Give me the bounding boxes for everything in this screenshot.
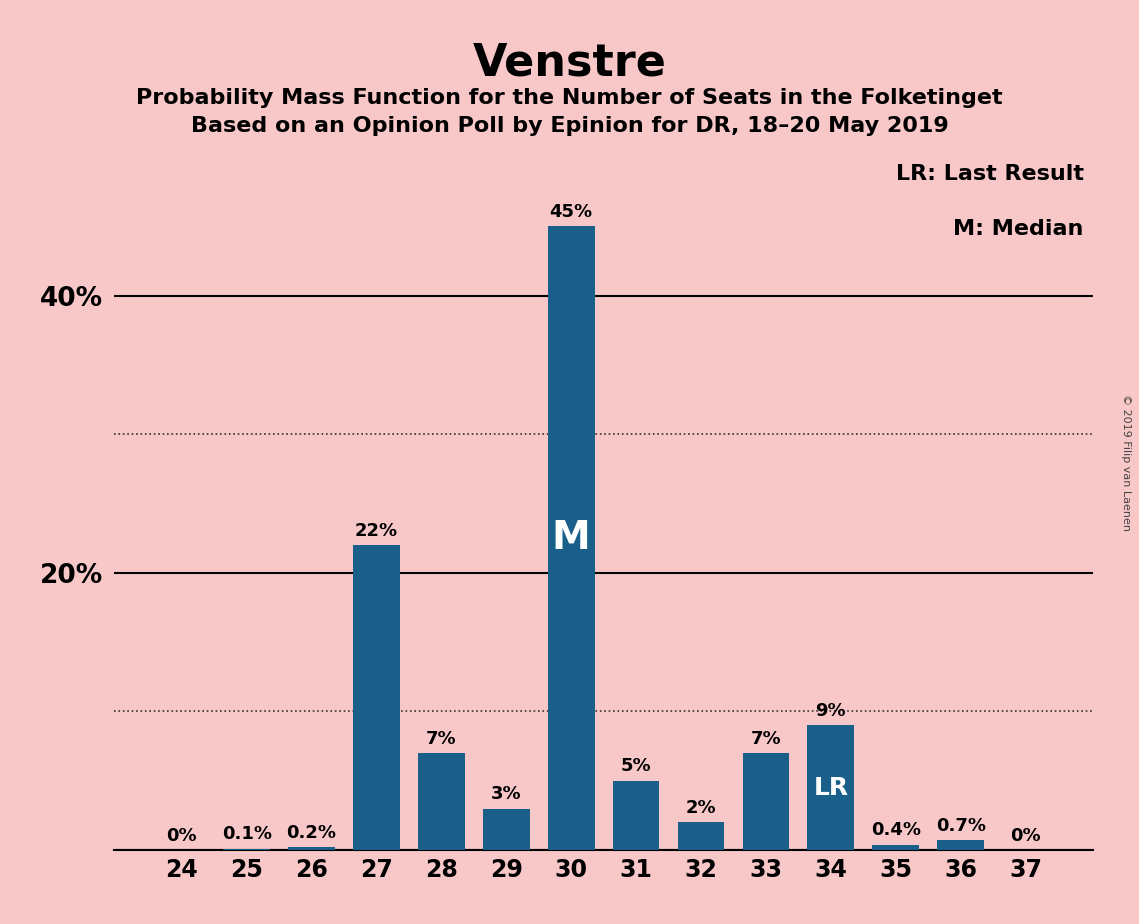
Text: 0.1%: 0.1% (222, 825, 272, 843)
Bar (743, 753, 789, 850)
Bar (353, 545, 400, 850)
Text: M: M (551, 519, 591, 557)
Text: Based on an Opinion Poll by Epinion for DR, 18–20 May 2019: Based on an Opinion Poll by Epinion for … (190, 116, 949, 136)
Text: LR: LR (813, 776, 849, 799)
Text: 7%: 7% (751, 730, 781, 748)
Bar (288, 847, 335, 850)
Bar (613, 781, 659, 850)
Text: © 2019 Filip van Laenen: © 2019 Filip van Laenen (1121, 394, 1131, 530)
Text: 2%: 2% (686, 799, 716, 817)
Text: Probability Mass Function for the Number of Seats in the Folketinget: Probability Mass Function for the Number… (137, 88, 1002, 108)
Text: LR: Last Result: LR: Last Result (895, 164, 1083, 184)
Text: 0.7%: 0.7% (935, 817, 985, 835)
Text: 0.2%: 0.2% (287, 824, 337, 842)
Bar (223, 848, 270, 850)
Bar (483, 808, 530, 850)
Text: 9%: 9% (816, 702, 846, 720)
Text: 7%: 7% (426, 730, 457, 748)
Text: 22%: 22% (355, 522, 398, 540)
Bar (808, 725, 854, 850)
Text: 0%: 0% (166, 827, 197, 845)
Bar (548, 226, 595, 850)
Bar (678, 822, 724, 850)
Text: 3%: 3% (491, 785, 522, 803)
Bar (872, 845, 919, 850)
Text: 0%: 0% (1010, 827, 1041, 845)
Bar (937, 841, 984, 850)
Text: Venstre: Venstre (473, 42, 666, 85)
Text: 0.4%: 0.4% (870, 821, 920, 839)
Bar (418, 753, 465, 850)
Text: 5%: 5% (621, 758, 652, 775)
Text: 45%: 45% (550, 203, 592, 221)
Text: M: Median: M: Median (953, 220, 1083, 239)
